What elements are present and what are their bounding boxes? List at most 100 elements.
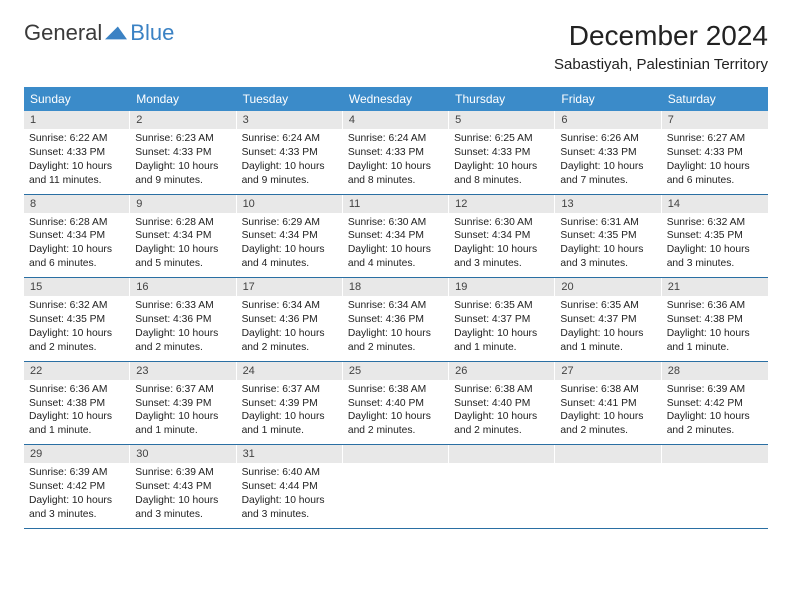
day-details: [343, 463, 449, 523]
daylight-text: Daylight: 10 hours and 6 minutes.: [29, 243, 125, 271]
daylight-text: Daylight: 10 hours and 2 minutes.: [135, 327, 231, 355]
day-number: 26: [449, 362, 555, 380]
day-number: 15: [24, 278, 130, 296]
sunset-text: Sunset: 4:41 PM: [560, 397, 656, 411]
daylight-text: Daylight: 10 hours and 2 minutes.: [454, 410, 550, 438]
day-cell: 23Sunrise: 6:37 AMSunset: 4:39 PMDayligh…: [130, 362, 236, 445]
sunset-text: Sunset: 4:33 PM: [454, 146, 550, 160]
sunset-text: Sunset: 4:34 PM: [348, 229, 444, 243]
day-number: 10: [237, 195, 343, 213]
sunset-text: Sunset: 4:33 PM: [29, 146, 125, 160]
sunset-text: Sunset: 4:33 PM: [135, 146, 231, 160]
day-number: 31: [237, 445, 343, 463]
day-number: 25: [343, 362, 449, 380]
day-number: 12: [449, 195, 555, 213]
day-details: Sunrise: 6:27 AMSunset: 4:33 PMDaylight:…: [662, 129, 768, 194]
day-cell: 30Sunrise: 6:39 AMSunset: 4:43 PMDayligh…: [130, 445, 236, 528]
sunset-text: Sunset: 4:40 PM: [454, 397, 550, 411]
sunset-text: Sunset: 4:33 PM: [667, 146, 763, 160]
day-details: Sunrise: 6:35 AMSunset: 4:37 PMDaylight:…: [449, 296, 555, 361]
day-number: [662, 445, 768, 463]
day-number: [343, 445, 449, 463]
sunrise-text: Sunrise: 6:36 AM: [29, 383, 125, 397]
day-number: [555, 445, 661, 463]
sunset-text: Sunset: 4:36 PM: [135, 313, 231, 327]
day-details: Sunrise: 6:39 AMSunset: 4:42 PMDaylight:…: [24, 463, 130, 528]
day-cell: 13Sunrise: 6:31 AMSunset: 4:35 PMDayligh…: [555, 195, 661, 278]
daylight-text: Daylight: 10 hours and 1 minute.: [135, 410, 231, 438]
day-cell: 26 Sunrise: 6:38 AMSunset: 4:40 PMDayligh…: [449, 362, 555, 445]
day-details: Sunrise: 6:36 AMSunset: 4:38 PMDaylight:…: [662, 296, 768, 361]
sunset-text: Sunset: 4:40 PM: [348, 397, 444, 411]
sunset-text: Sunset: 4:43 PM: [135, 480, 231, 494]
day-number: 6: [555, 111, 661, 129]
day-cell: [662, 445, 768, 528]
page-title: December 2024: [554, 20, 768, 52]
week-row: 22Sunrise: 6:36 AMSunset: 4:38 PMDayligh…: [24, 362, 768, 446]
weekday-header: Friday: [555, 87, 661, 111]
daylight-text: Daylight: 10 hours and 11 minutes.: [29, 160, 125, 188]
daylight-text: Daylight: 10 hours and 1 minute.: [667, 327, 763, 355]
day-number: 27: [555, 362, 661, 380]
day-details: Sunrise: 6:37 AMSunset: 4:39 PMDaylight:…: [237, 380, 343, 445]
location-label: Sabastiyah, Palestinian Territory: [554, 56, 768, 73]
sunset-text: Sunset: 4:33 PM: [242, 146, 338, 160]
sunrise-text: Sunrise: 6:32 AM: [667, 216, 763, 230]
sunrise-text: Sunrise: 6:34 AM: [242, 299, 338, 313]
sunrise-text: Sunrise: 6:24 AM: [242, 132, 338, 146]
day-cell: 21Sunrise: 6:36 AMSunset: 4:38 PMDayligh…: [662, 278, 768, 361]
day-cell: 1Sunrise: 6:22 AMSunset: 4:33 PMDaylight…: [24, 111, 130, 194]
daylight-text: Daylight: 10 hours and 6 minutes.: [667, 160, 763, 188]
day-number: 16: [130, 278, 236, 296]
weekday-header: Monday: [130, 87, 236, 111]
day-details: [449, 463, 555, 523]
day-number: 5: [449, 111, 555, 129]
day-number: 22: [24, 362, 130, 380]
weekday-header: Saturday: [662, 87, 768, 111]
sunrise-text: Sunrise: 6:27 AM: [667, 132, 763, 146]
sunrise-text: Sunrise: 6:36 AM: [667, 299, 763, 313]
sunrise-text: Sunrise: 6:38 AM: [454, 383, 550, 397]
title-block: December 2024 Sabastiyah, Palestinian Te…: [554, 20, 768, 73]
day-details: Sunrise: 6:29 AMSunset: 4:34 PMDaylight:…: [237, 213, 343, 278]
brand-logo: General Blue: [24, 20, 174, 46]
day-number: 13: [555, 195, 661, 213]
day-cell: 7Sunrise: 6:27 AMSunset: 4:33 PMDaylight…: [662, 111, 768, 194]
sunset-text: Sunset: 4:37 PM: [560, 313, 656, 327]
day-details: Sunrise: 6:39 AMSunset: 4:43 PMDaylight:…: [130, 463, 236, 528]
sunset-text: Sunset: 4:44 PM: [242, 480, 338, 494]
day-details: Sunrise: 6:24 AMSunset: 4:33 PMDaylight:…: [343, 129, 449, 194]
daylight-text: Daylight: 10 hours and 3 minutes.: [667, 243, 763, 271]
day-number: 14: [662, 195, 768, 213]
daylight-text: Daylight: 10 hours and 7 minutes.: [560, 160, 656, 188]
daylight-text: Daylight: 10 hours and 2 minutes.: [348, 327, 444, 355]
week-row: 15Sunrise: 6:32 AMSunset: 4:35 PMDayligh…: [24, 278, 768, 362]
day-details: Sunrise: 6:25 AMSunset: 4:33 PMDaylight:…: [449, 129, 555, 194]
sunset-text: Sunset: 4:33 PM: [348, 146, 444, 160]
day-number: 30: [130, 445, 236, 463]
daylight-text: Daylight: 10 hours and 3 minutes.: [454, 243, 550, 271]
day-number: 2: [130, 111, 236, 129]
sunset-text: Sunset: 4:35 PM: [667, 229, 763, 243]
sunrise-text: Sunrise: 6:39 AM: [135, 466, 231, 480]
header: General Blue December 2024 Sabastiyah, P…: [0, 0, 792, 79]
day-details: Sunrise: 6:22 AMSunset: 4:33 PMDaylight:…: [24, 129, 130, 194]
sunset-text: Sunset: 4:34 PM: [242, 229, 338, 243]
weekday-header: Sunday: [24, 87, 130, 111]
day-cell: 24Sunrise: 6:37 AMSunset: 4:39 PMDayligh…: [237, 362, 343, 445]
day-details: Sunrise: 6:37 AMSunset: 4:39 PMDaylight:…: [130, 380, 236, 445]
day-details: Sunrise: 6:35 AMSunset: 4:37 PMDaylight:…: [555, 296, 661, 361]
day-number: 8: [24, 195, 130, 213]
day-details: Sunrise: 6:26 AMSunset: 4:33 PMDaylight:…: [555, 129, 661, 194]
brand-word1: General: [24, 20, 102, 46]
day-number: 18: [343, 278, 449, 296]
sunset-text: Sunset: 4:34 PM: [135, 229, 231, 243]
day-cell: 8Sunrise: 6:28 AMSunset: 4:34 PMDaylight…: [24, 195, 130, 278]
day-cell: 14 Sunrise: 6:32 AMSunset: 4:35 PMDayligh…: [662, 195, 768, 278]
weekday-header: Wednesday: [343, 87, 449, 111]
sunrise-text: Sunrise: 6:38 AM: [560, 383, 656, 397]
sunset-text: Sunset: 4:34 PM: [29, 229, 125, 243]
sunrise-text: Sunrise: 6:33 AM: [135, 299, 231, 313]
week-row: 29Sunrise: 6:39 AMSunset: 4:42 PMDayligh…: [24, 445, 768, 529]
sunset-text: Sunset: 4:36 PM: [242, 313, 338, 327]
